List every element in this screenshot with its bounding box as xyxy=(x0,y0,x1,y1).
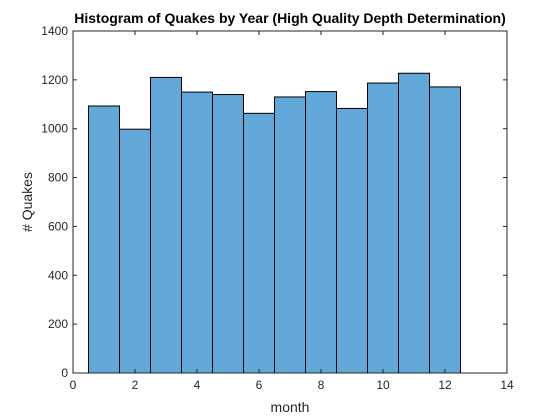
histogram-bar xyxy=(367,82,399,374)
histogram-bar xyxy=(398,72,430,374)
chart-title: Histogram of Quakes by Year (High Qualit… xyxy=(74,10,506,26)
x-tick-label: 0 xyxy=(70,378,77,392)
x-axis-label: month xyxy=(271,399,310,415)
y-tick-label: 600 xyxy=(48,219,68,233)
y-tick-label: 1200 xyxy=(41,73,68,87)
histogram-bar xyxy=(274,96,306,374)
y-tick-label: 0 xyxy=(61,366,68,380)
y-tick-label: 1000 xyxy=(41,122,68,136)
histogram-bar xyxy=(150,76,182,374)
y-tick-label: 200 xyxy=(48,317,68,331)
plot-frame xyxy=(72,30,508,374)
ticks-group: 0 2 4 6 8 10 12 14 0 200 400 600 800 1000 1200 1400 xyxy=(41,24,514,392)
y-tick-label: 400 xyxy=(48,268,68,282)
bars-group xyxy=(88,72,461,374)
histogram-bar xyxy=(305,91,337,374)
x-tick-label: 14 xyxy=(500,378,514,392)
x-tick-label: 6 xyxy=(256,378,263,392)
x-tick-label: 2 xyxy=(132,378,139,392)
y-tick-label: 1400 xyxy=(41,24,68,38)
histogram-bar xyxy=(336,107,368,374)
y-tick-label: 800 xyxy=(48,171,68,185)
histogram-bar xyxy=(429,86,461,374)
x-tick-label: 8 xyxy=(318,378,325,392)
histogram-bar xyxy=(119,128,151,374)
y-axis-label: # Quakes xyxy=(19,172,35,232)
histogram-bar xyxy=(181,91,213,374)
x-tick-label: 4 xyxy=(194,378,201,392)
x-tick-label: 10 xyxy=(376,378,390,392)
histogram-bar xyxy=(243,112,275,374)
histogram-bar xyxy=(212,94,244,374)
histogram-bar xyxy=(88,105,120,374)
x-tick-label: 12 xyxy=(438,378,452,392)
